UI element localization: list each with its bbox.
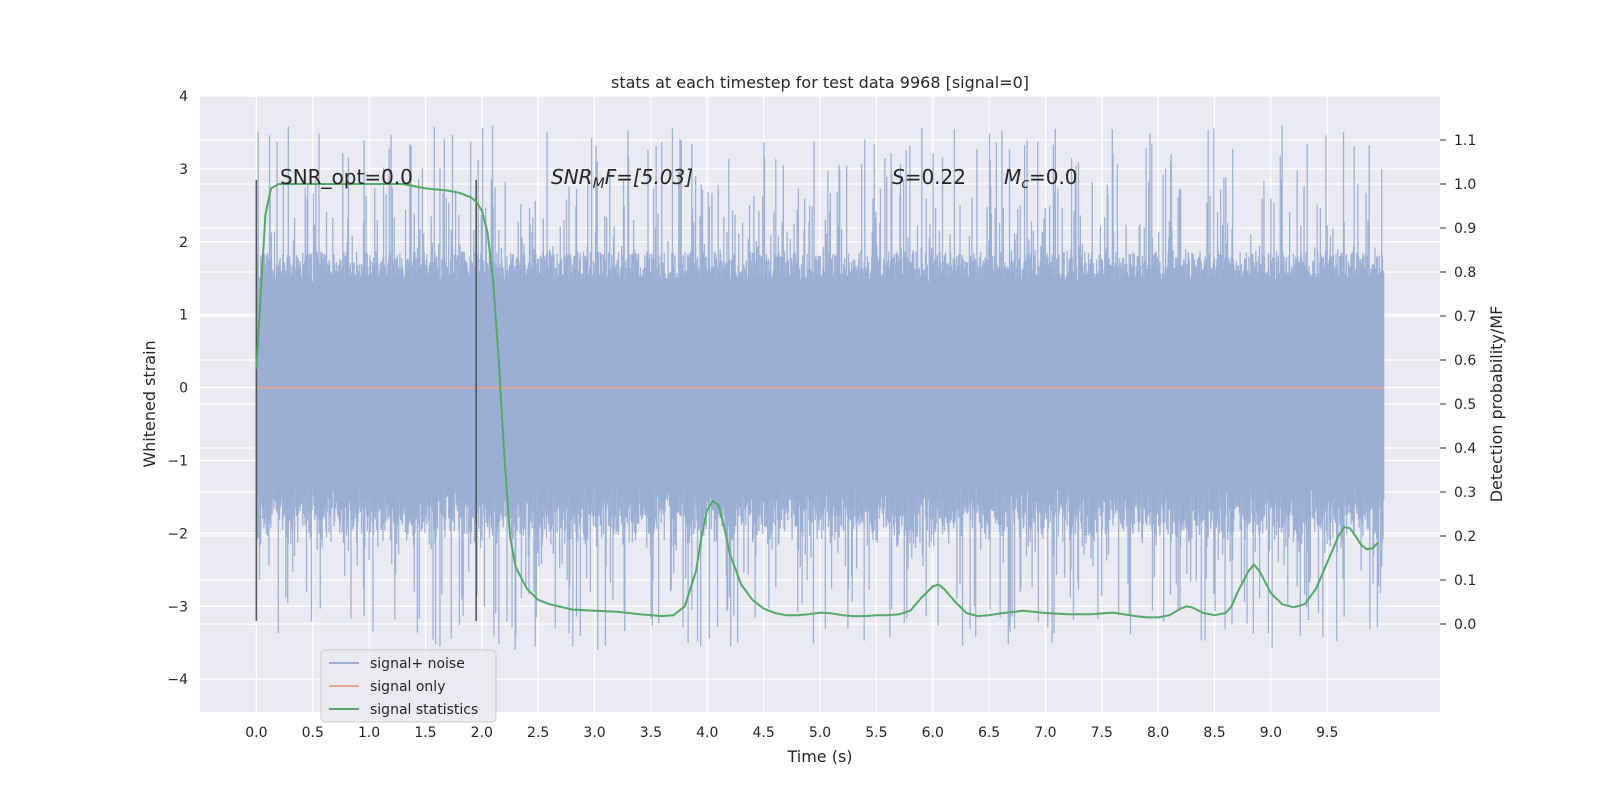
y-left-tick-label: 3 — [179, 162, 188, 178]
annotation-s: S=0.22 — [892, 165, 966, 189]
x-tick-label: 1.5 — [414, 725, 436, 741]
y-left-tick-label: −3 — [167, 599, 188, 615]
y-right-tick-label: 0.5 — [1454, 397, 1476, 413]
x-tick-label: 8.5 — [1203, 725, 1225, 741]
y-right-tick-labels: 0.0 0.1 0.2 0.3 0.4 0.5 0.6 0.7 0.8 0.9 1.0 1.1 — [1454, 133, 1476, 633]
y-right-axis-label: Detection probability/MF — [1487, 306, 1506, 503]
x-tick-labels: 0.0 0.5 1.0 1.5 2.0 2.5 3.0 3.5 4.0 4.5 5.0 5.5 6.0 6… — [245, 725, 1338, 741]
annotation-snr-mf-main: SNR — [551, 165, 593, 189]
y-right-tick-label: 0.7 — [1454, 309, 1476, 325]
x-axis-label: Time (s) — [786, 747, 852, 766]
x-tick-label: 9.0 — [1260, 725, 1282, 741]
y-right-tick-label: 0.6 — [1454, 353, 1476, 369]
y-left-axis-label: Whitened strain — [140, 340, 159, 467]
annotation-snr-opt: SNR_opt=0.0 — [280, 165, 413, 189]
series-signal-plus-noise — [255, 125, 1385, 650]
y-right-tick-label: 0.2 — [1454, 529, 1476, 545]
annotation-snr-mf-rest: F=[5.03] — [605, 165, 693, 189]
y-left-tick-label: 0 — [179, 381, 188, 397]
y-left-tick-label: 1 — [179, 308, 188, 324]
legend-label-signal-only: signal only — [370, 679, 445, 695]
legend-label-signal-plus-noise: signal+ noise — [370, 656, 465, 672]
y-left-tick-label: 2 — [179, 235, 188, 251]
y-right-tick-label: 0.8 — [1454, 265, 1476, 281]
y-left-tick-labels: −4 −3 −2 −1 0 1 2 3 4 — [167, 89, 188, 688]
x-tick-label: 2.5 — [527, 725, 549, 741]
y-right-tick-label: 1.0 — [1454, 177, 1476, 193]
legend-box — [320, 649, 497, 723]
annotation-s-rest: =0.22 — [905, 165, 966, 189]
x-tick-label: 1.0 — [358, 725, 380, 741]
x-tick-label: 7.5 — [1091, 725, 1113, 741]
x-tick-label: 5.0 — [809, 725, 831, 741]
annotation-snr-mf-sub: M — [593, 176, 605, 192]
x-tick-label: 4.5 — [753, 725, 775, 741]
x-tick-label: 8.0 — [1147, 725, 1169, 741]
annotation-snr-mf: SNRMF=[5.03] — [551, 165, 693, 192]
series-signal-statistics — [255, 183, 1379, 619]
x-tick-label: 7.0 — [1034, 725, 1056, 741]
x-tick-label: 3.5 — [640, 725, 662, 741]
y-left-tick-label: −1 — [167, 453, 188, 469]
y-right-tick-label: 0.3 — [1454, 485, 1476, 501]
x-tick-label: 5.5 — [865, 725, 887, 741]
x-tick-label: 2.0 — [471, 725, 493, 741]
annotation-mc-main: M — [1004, 165, 1021, 189]
annotation-mc-sub: c — [1021, 176, 1029, 192]
x-tick-label: 4.0 — [696, 725, 718, 741]
y-left-tick-label: −4 — [167, 672, 188, 688]
x-tick-label: 6.0 — [922, 725, 944, 741]
annotation-mc-rest: =0.0 — [1029, 165, 1078, 189]
y-left-tick-label: 4 — [179, 89, 188, 105]
legend: signal+ noise signal only signal statist… — [320, 649, 497, 723]
vertical-markers — [255, 179, 477, 621]
signal-statistics-line — [255, 183, 1379, 619]
x-tick-label: 3.0 — [583, 725, 605, 741]
y-right-tick-label: 0.9 — [1454, 221, 1476, 237]
y-right-tick-label: 0.1 — [1454, 573, 1476, 589]
y-right-tick-label: 1.1 — [1454, 133, 1476, 149]
chart-title: stats at each timestep for test data 996… — [611, 73, 1029, 92]
x-tick-label: 9.5 — [1316, 725, 1338, 741]
annotation-mc: Mc=0.0 — [1004, 165, 1078, 192]
y-right-tick-label: 0.4 — [1454, 441, 1476, 457]
legend-label-signal-statistics: signal statistics — [370, 702, 478, 718]
y-left-tick-label: −2 — [167, 526, 188, 542]
x-tick-label: 0.0 — [245, 725, 267, 741]
y-right-tick-label: 0.0 — [1454, 617, 1476, 633]
x-tick-label: 0.5 — [302, 725, 324, 741]
annotation-s-main: S — [892, 165, 905, 189]
x-tick-label: 6.5 — [978, 725, 1000, 741]
